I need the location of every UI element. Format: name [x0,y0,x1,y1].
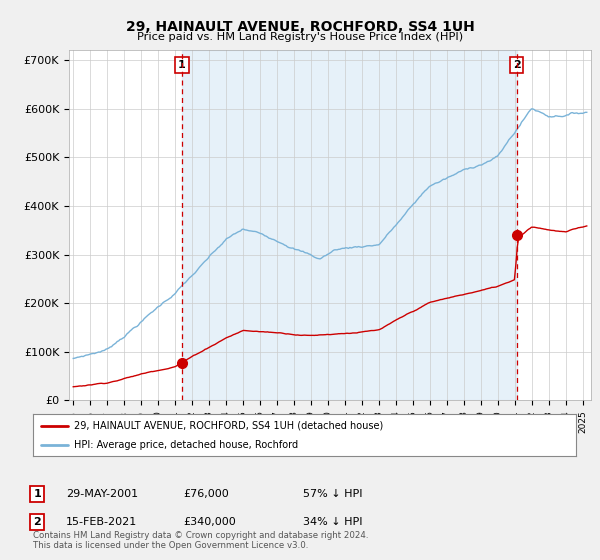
Text: 29, HAINAULT AVENUE, ROCHFORD, SS4 1UH: 29, HAINAULT AVENUE, ROCHFORD, SS4 1UH [125,20,475,34]
Text: 57% ↓ HPI: 57% ↓ HPI [303,489,362,499]
Text: 1: 1 [178,60,186,70]
Text: 2: 2 [34,517,41,527]
Text: 1: 1 [34,489,41,499]
Text: Price paid vs. HM Land Registry's House Price Index (HPI): Price paid vs. HM Land Registry's House … [137,32,463,43]
Text: 29, HAINAULT AVENUE, ROCHFORD, SS4 1UH (detached house): 29, HAINAULT AVENUE, ROCHFORD, SS4 1UH (… [74,421,383,431]
Bar [182,50,517,400]
Text: 2: 2 [513,60,521,70]
Text: £76,000: £76,000 [183,489,229,499]
Text: £340,000: £340,000 [183,517,236,527]
Text: HPI: Average price, detached house, Rochford: HPI: Average price, detached house, Roch… [74,440,298,450]
Text: 15-FEB-2021: 15-FEB-2021 [66,517,137,527]
Text: 29-MAY-2001: 29-MAY-2001 [66,489,138,499]
Text: Contains HM Land Registry data © Crown copyright and database right 2024.
This d: Contains HM Land Registry data © Crown c… [33,530,368,550]
Text: 34% ↓ HPI: 34% ↓ HPI [303,517,362,527]
